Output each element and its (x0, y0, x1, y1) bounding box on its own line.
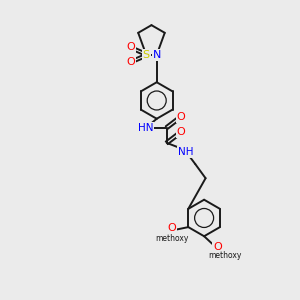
Text: S: S (143, 50, 150, 60)
Text: O: O (127, 43, 135, 52)
Text: O: O (127, 57, 135, 67)
Text: O: O (213, 242, 222, 252)
Text: methoxy: methoxy (155, 234, 188, 243)
Text: NH: NH (178, 147, 193, 157)
Text: N: N (152, 50, 161, 60)
Text: O: O (167, 223, 176, 233)
Text: O: O (177, 112, 185, 122)
Text: HN: HN (138, 123, 153, 133)
Text: O: O (177, 127, 185, 137)
Text: methoxy: methoxy (208, 251, 242, 260)
